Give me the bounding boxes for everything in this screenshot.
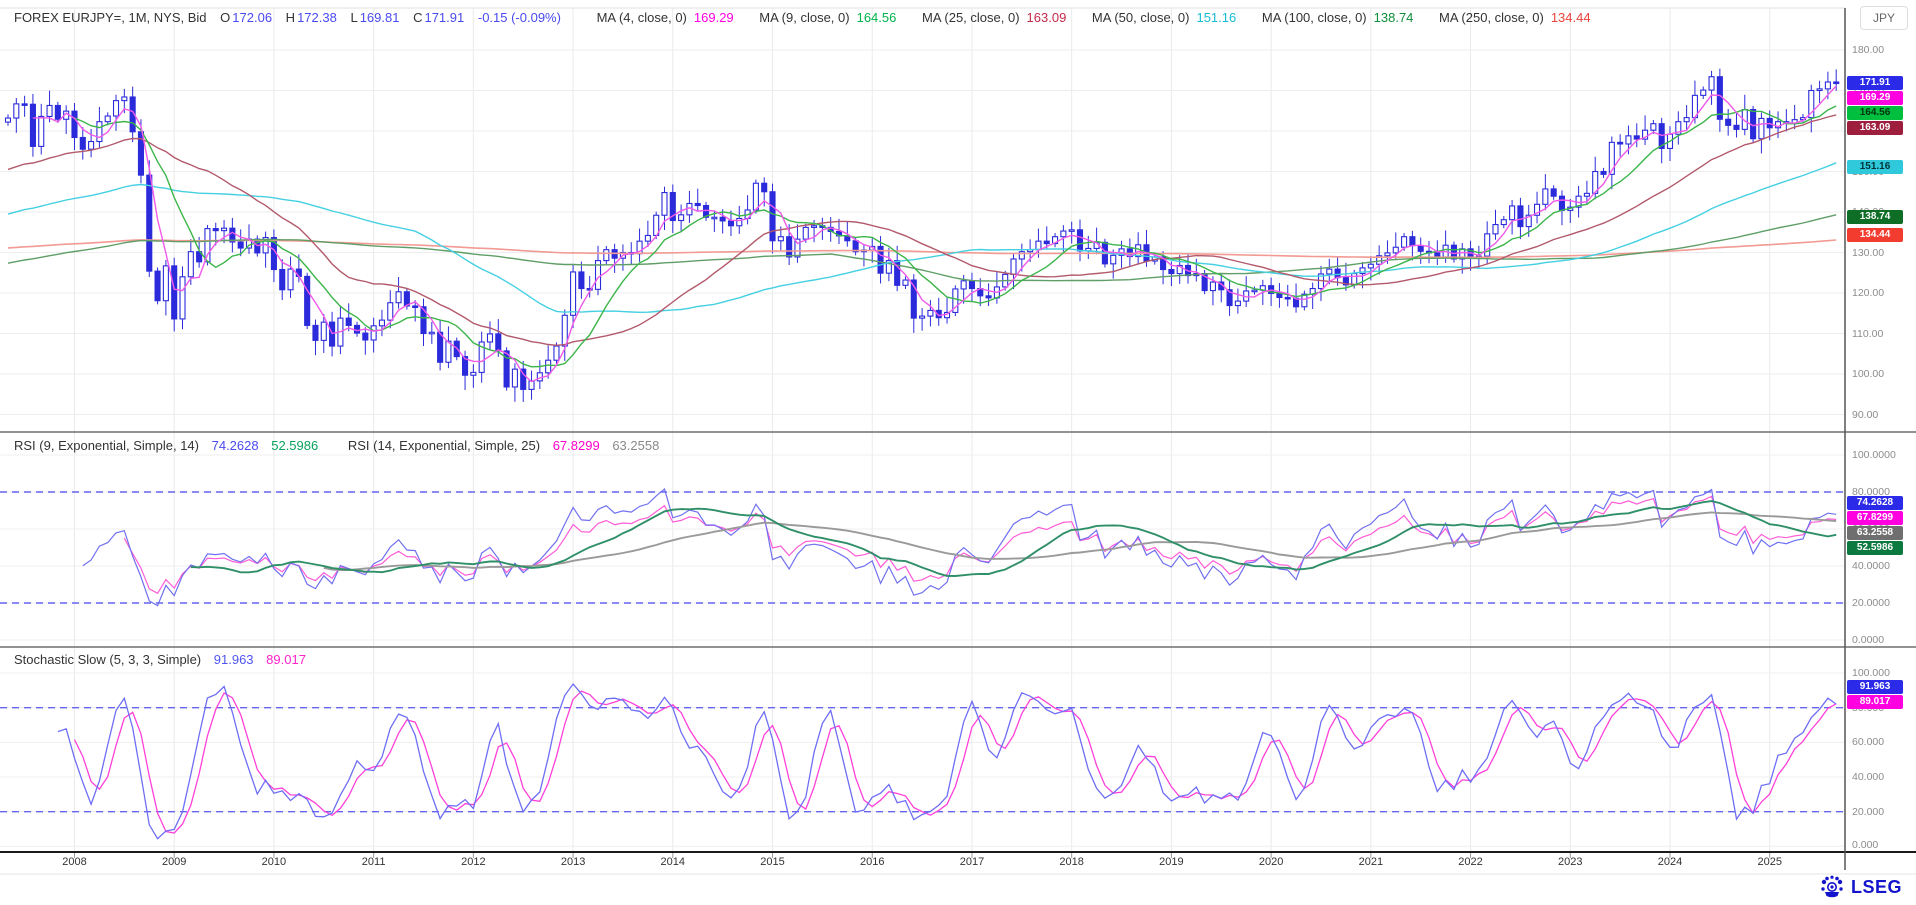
ohlc-high: H 172.38 (285, 10, 337, 25)
rsi-badge: 67.8299 (1847, 510, 1903, 525)
stochastic-label: Stochastic Slow (5, 3, 3, Simple) (14, 652, 202, 667)
price-badge: 138.74 (1847, 210, 1903, 225)
price-badge: 134.44 (1847, 227, 1903, 242)
rsi-header: RSI (9, Exponential, Simple, 14) 74.2628… (14, 438, 659, 453)
price-axis-label: 180.00 (1852, 44, 1885, 56)
stoch-axis-label: 20.000 (1852, 805, 1885, 818)
rsi9-label: RSI (9, Exponential, Simple, 14) (14, 438, 199, 453)
lseg-logo: LSEG (1819, 875, 1902, 899)
net-change: -0.15 (-0.09%) (477, 10, 561, 25)
stoch-axis-label: 100.000 (1852, 667, 1890, 679)
rsi-axis-label: 0.0000 (1852, 634, 1885, 646)
year-label: 2015 (760, 856, 785, 868)
lseg-logo-text: LSEG (1850, 876, 1902, 897)
price-badge: 163.09 (1847, 120, 1903, 135)
stoch-axis-label: 0.000 (1852, 839, 1879, 851)
rsi-axis-label: 20.0000 (1852, 597, 1890, 609)
ma-legend-4: MA (4, close, 0) 169.29 (596, 10, 734, 25)
year-label: 2020 (1258, 856, 1284, 868)
year-label: 2014 (660, 856, 686, 868)
price-badge: 171.91 (1847, 75, 1903, 90)
price-axis-label: 110.00 (1852, 327, 1884, 340)
price-badge: 164.56 (1847, 105, 1903, 120)
rsi-badge: 63.2558 (1847, 525, 1903, 540)
year-label: 2008 (62, 856, 87, 868)
stochastic-k-value: 91.963 (213, 652, 254, 667)
year-label: 2019 (1159, 856, 1184, 868)
chart-header: FOREX EURJPY=, 1M, NYS, Bid O 172.06 H 172… (14, 10, 1591, 25)
year-label: 2018 (1059, 856, 1084, 868)
price-badge: 169.29 (1847, 90, 1903, 105)
ohlc-open: O 172.06 (220, 10, 273, 25)
rsi14-label: RSI (14, Exponential, Simple, 25) (347, 438, 541, 453)
price-axis-label: 130.00 (1852, 246, 1885, 259)
year-label: 2024 (1657, 856, 1683, 868)
ma-legend-9: MA (9, close, 0) 164.56 (759, 10, 897, 25)
year-label: 2023 (1558, 856, 1583, 868)
price-axis-label: 120.00 (1852, 287, 1885, 299)
year-label: 2016 (859, 856, 885, 868)
rsi-axis-label: 80.0000 (1852, 486, 1890, 498)
year-label: 2009 (161, 856, 187, 868)
stoch-badge: 89.017 (1847, 694, 1903, 709)
candlestick-series (4, 68, 1840, 402)
currency-badge[interactable]: JPY (1859, 6, 1908, 30)
year-label: 2021 (1358, 856, 1384, 868)
ma-legend-50: MA (50, close, 0) 151.16 (1091, 10, 1237, 25)
rsi-axis-label: 100.0000 (1852, 449, 1896, 461)
year-label: 2017 (959, 856, 985, 868)
year-label: 2011 (361, 856, 386, 868)
year-label: 2010 (261, 856, 287, 868)
rsi9-signal-value: 52.5986 (271, 438, 319, 453)
stoch-axis-label: 40.000 (1852, 770, 1885, 783)
instrument-title: FOREX EURJPY=, 1M, NYS, Bid (14, 10, 207, 25)
year-label: 2025 (1757, 856, 1782, 868)
stochastic-d-value: 89.017 (266, 652, 306, 667)
ma-legend-250: MA (250, close, 0) 134.44 (1439, 10, 1591, 25)
ma-legend-100: MA (100, close, 0) 138.74 (1261, 10, 1414, 25)
rsi9-value: 74.2628 (211, 438, 259, 453)
year-label: 2012 (461, 856, 486, 868)
stoch-axis-label: 60.000 (1852, 736, 1885, 749)
ma-legend-25: MA (25, close, 0) 163.09 (921, 10, 1067, 25)
year-label: 2022 (1458, 856, 1483, 868)
rsi-axis-label: 40.0000 (1852, 560, 1890, 572)
stochastic-header: Stochastic Slow (5, 3, 3, Simple) 91.963… (14, 652, 306, 667)
rsi14-signal-value: 63.2558 (612, 438, 660, 453)
price-axis-label: 100.00 (1852, 368, 1885, 380)
price-axis-label: 90.00 (1852, 408, 1879, 421)
lseg-emblem-icon (1821, 875, 1843, 898)
rsi-badge: 74.2628 (1847, 495, 1903, 510)
rsi14-value: 67.8299 (552, 438, 600, 453)
ohlc-low: L 169.81 (350, 10, 400, 25)
year-label: 2013 (560, 856, 586, 868)
ohlc-close: C 171.91 (413, 10, 465, 25)
price-badge: 151.16 (1847, 159, 1903, 174)
rsi-badge: 52.5986 (1847, 540, 1903, 555)
stoch-badge: 91.963 (1847, 679, 1903, 694)
